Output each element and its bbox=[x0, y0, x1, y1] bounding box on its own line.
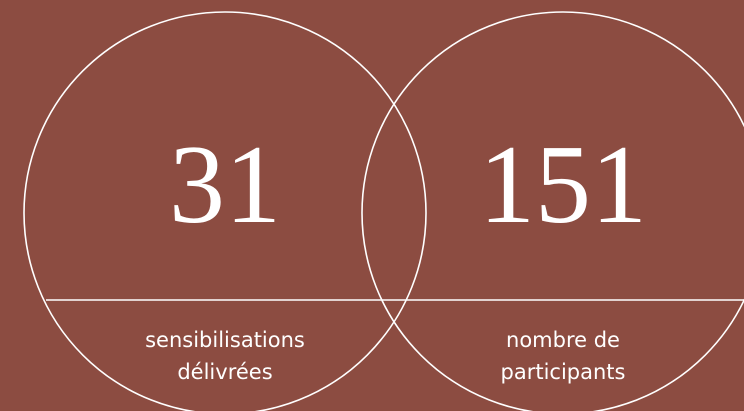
stat-label: sensibilisations bbox=[145, 328, 305, 352]
stat-label: nombre de bbox=[506, 328, 620, 352]
stat-value: 31 bbox=[169, 123, 281, 247]
stat-label: participants bbox=[501, 360, 626, 384]
stat-value: 151 bbox=[479, 123, 647, 247]
stat-label: délivrées bbox=[177, 360, 272, 384]
circle-outline bbox=[361, 11, 744, 411]
circle-outline bbox=[23, 11, 427, 411]
